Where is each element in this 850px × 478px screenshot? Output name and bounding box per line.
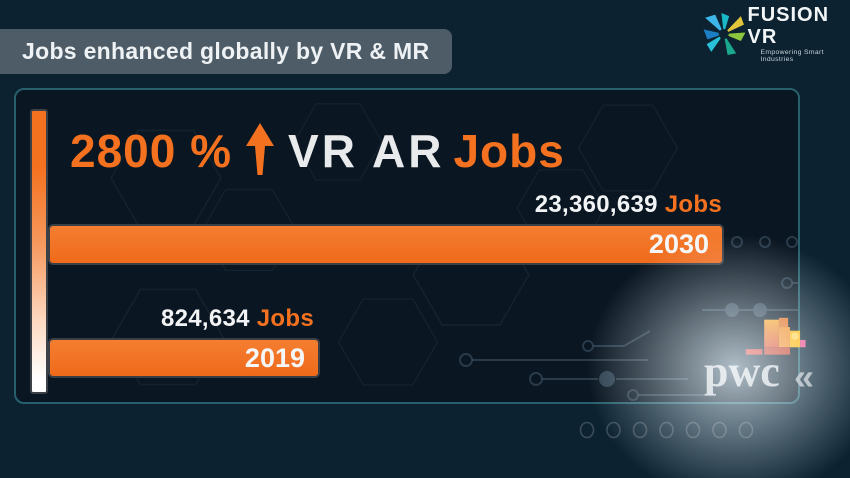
fusion-logo-text: FUSION VR Empowering Smart Industries (747, 4, 850, 63)
page-title-banner: Jobs enhanced globally by VR & MR (0, 29, 452, 74)
bar-2030: 2030 (48, 224, 724, 265)
dotted-row-decoration (579, 421, 754, 439)
value-number-2030: 23,360,639 (534, 191, 658, 218)
fusion-logo-name: FUSION VR (747, 4, 830, 48)
up-arrow-icon (245, 123, 275, 175)
value-label-2030: 23,360,639 Jobs (16, 191, 722, 219)
value-number-2019: 824,634 (160, 305, 250, 332)
bar-year-2019: 2019 (244, 342, 305, 373)
bar-year-2030: 2030 (648, 229, 709, 259)
pwc-logo: pwc « (692, 316, 826, 406)
fusion-vr-logo: FUSION VR Empowering Smart Industries (702, 4, 850, 63)
bar-2019: 2019 (48, 338, 320, 378)
growth-annotation: 2800 % VR AR Jobs (70, 123, 565, 178)
value-unit-2019: Jobs (256, 305, 314, 332)
growth-tech-label: VR AR (288, 125, 445, 177)
pwc-wordmark: pwc (704, 347, 780, 396)
value-unit-2030: Jobs (664, 191, 722, 218)
growth-percent: 2800 % (70, 125, 233, 177)
chart-panel: 2800 % VR AR Jobs 23,360,639 Jobs 2030 8… (14, 88, 814, 404)
page-title: Jobs enhanced globally by VR & MR (22, 38, 430, 64)
chart-axis-bar (30, 109, 48, 394)
growth-jobs-label: Jobs (453, 125, 565, 177)
fusion-logo-tagline: Empowering Smart Industries (760, 49, 824, 63)
chevrons-left-icon: « (794, 356, 815, 397)
fusion-star-icon (703, 12, 746, 55)
value-label-2019: 824,634 Jobs (16, 305, 314, 333)
